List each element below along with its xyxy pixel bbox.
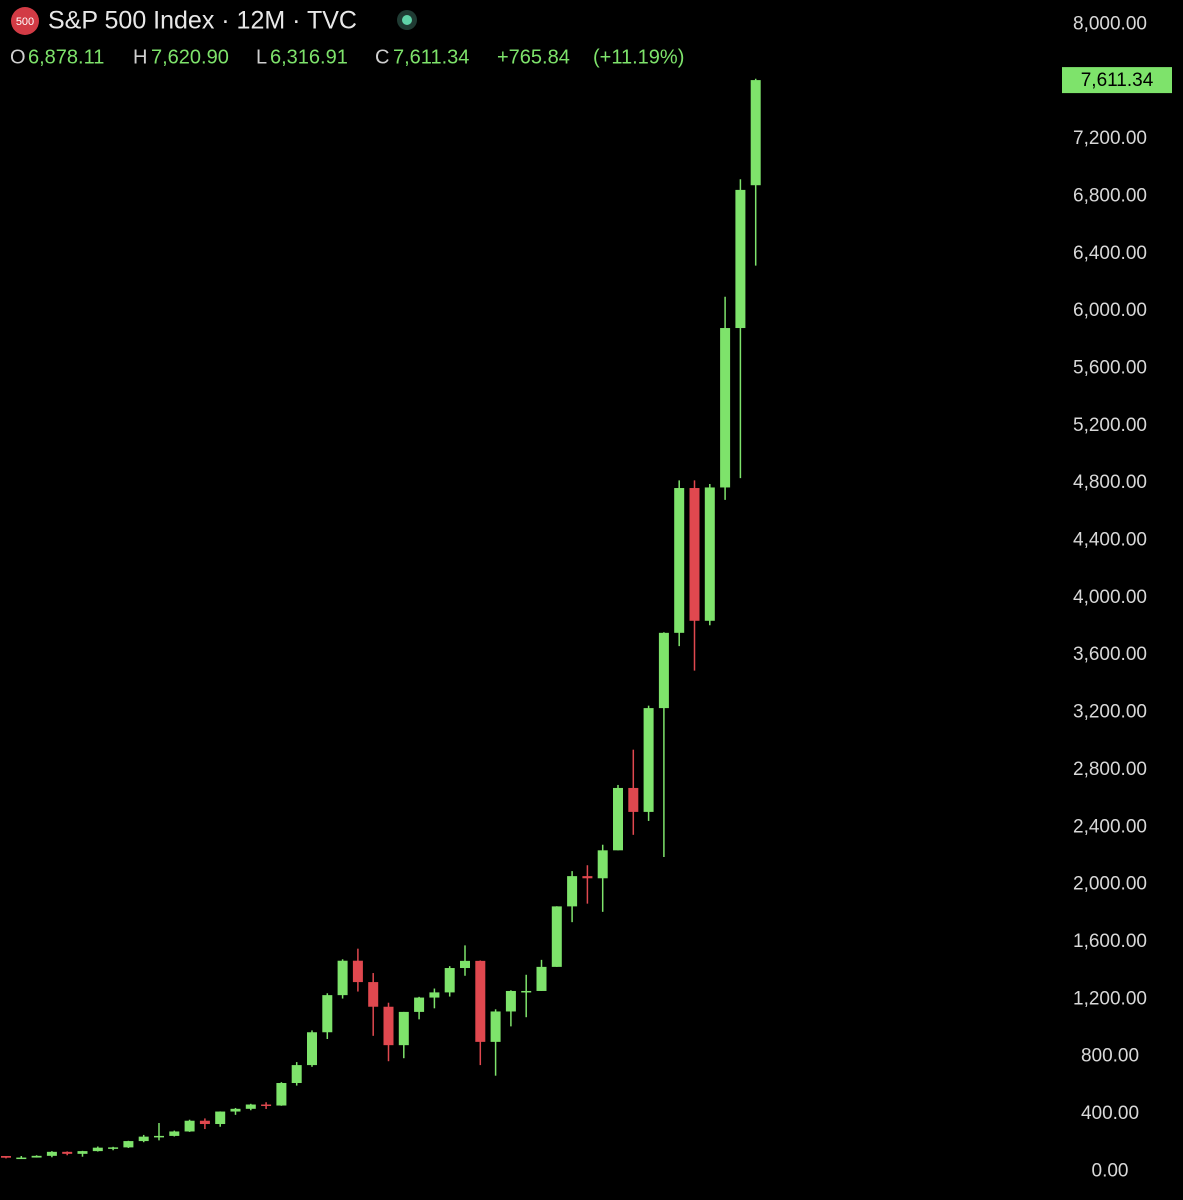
- y-tick-label: 4,800.00: [1073, 472, 1147, 493]
- candle-body: [689, 488, 700, 621]
- y-tick-label: 2,800.00: [1073, 759, 1147, 780]
- candle-body: [245, 1104, 256, 1109]
- change-percent: (+11.19%): [593, 46, 684, 68]
- candle-body: [307, 1032, 317, 1066]
- candle-body: [613, 787, 623, 851]
- candle-body: [750, 80, 761, 186]
- y-tick-label: 800.00: [1081, 1046, 1139, 1067]
- candle-body: [582, 876, 593, 879]
- candle-body: [184, 1120, 195, 1132]
- candle-body: [490, 1011, 501, 1042]
- candle-body: [261, 1104, 272, 1107]
- candle-body: [643, 708, 654, 812]
- low-prefix: L: [256, 46, 267, 68]
- high-value: 7,620.90: [151, 46, 229, 68]
- candle-body: [429, 992, 440, 998]
- candle-body: [154, 1135, 164, 1138]
- candle-body: [536, 966, 547, 991]
- symbol-icon: [11, 7, 39, 35]
- change-value: +765.84: [497, 46, 570, 68]
- candle-body: [169, 1131, 180, 1136]
- candle-body: [199, 1120, 210, 1125]
- candle-body: [16, 1157, 27, 1160]
- candle-body: [62, 1151, 73, 1154]
- y-tick-label: 6,000.00: [1073, 300, 1147, 321]
- candle-body: [720, 328, 731, 488]
- candle-body: [46, 1151, 57, 1156]
- candle-body: [551, 906, 562, 967]
- y-tick-label: 2,000.00: [1073, 874, 1147, 895]
- candle-body: [337, 960, 348, 996]
- candle-body: [368, 982, 379, 1007]
- symbol-icon-text: 500: [16, 16, 34, 28]
- y-tick-label: 400.00: [1081, 1103, 1139, 1124]
- last-price-tag: [1062, 67, 1172, 94]
- candle-body: [674, 488, 685, 633]
- candle-body: [704, 487, 715, 621]
- y-tick-label: 7,200.00: [1073, 128, 1147, 149]
- status-dot: [402, 15, 412, 25]
- candle-body: [291, 1065, 302, 1084]
- candle-body: [567, 876, 578, 907]
- chart-title: S&P 500 Index · 12M · TVC: [48, 7, 357, 35]
- y-tick-label: 0.00: [1092, 1160, 1129, 1181]
- candle-body: [77, 1151, 88, 1154]
- candle-body: [276, 1083, 287, 1106]
- close-value: 7,611.34: [393, 46, 469, 68]
- close-prefix: C: [375, 46, 389, 68]
- candle-body: [108, 1147, 119, 1149]
- candle-body: [444, 968, 455, 993]
- y-tick-label: 1,600.00: [1073, 931, 1147, 952]
- y-tick-label: 5,200.00: [1073, 415, 1147, 436]
- candle-body: [31, 1155, 42, 1158]
- y-tick-label: 5,600.00: [1073, 357, 1147, 378]
- candle-body: [658, 632, 669, 709]
- candle-body: [138, 1136, 149, 1142]
- candle-body: [414, 997, 425, 1012]
- candle-body: [735, 189, 746, 329]
- candle-body: [597, 850, 608, 879]
- y-tick-label: 3,200.00: [1073, 702, 1147, 723]
- last-price-label: 7,611.34: [1081, 70, 1154, 91]
- open-prefix: O: [10, 46, 26, 68]
- y-tick-label: 6,800.00: [1073, 185, 1147, 206]
- candle-body: [322, 995, 333, 1033]
- y-tick-label: 8,000.00: [1073, 13, 1147, 34]
- y-tick-label: 3,600.00: [1073, 644, 1147, 665]
- candle-body: [398, 1011, 409, 1046]
- y-tick-label: 2,400.00: [1073, 816, 1147, 837]
- y-tick-label: 4,000.00: [1073, 587, 1147, 608]
- candle-body: [92, 1147, 103, 1152]
- candle-body: [505, 990, 516, 1012]
- low-value: 6,316.91: [270, 46, 348, 68]
- candle-body: [383, 1006, 394, 1046]
- candle-body: [352, 960, 363, 983]
- y-tick-label: 1,200.00: [1073, 988, 1147, 1009]
- open-value: 6,878.11: [28, 46, 104, 68]
- candle-body: [521, 990, 532, 993]
- candle-body: [460, 960, 470, 969]
- y-tick-label: 4,400.00: [1073, 530, 1147, 551]
- y-tick-label: 6,400.00: [1073, 243, 1147, 264]
- candle-body: [1, 1155, 11, 1158]
- high-prefix: H: [133, 46, 147, 68]
- candle-body: [475, 960, 486, 1042]
- candle-body: [215, 1111, 226, 1125]
- candle-body: [123, 1141, 134, 1148]
- candle-body: [628, 787, 639, 812]
- candle-body: [230, 1108, 241, 1112]
